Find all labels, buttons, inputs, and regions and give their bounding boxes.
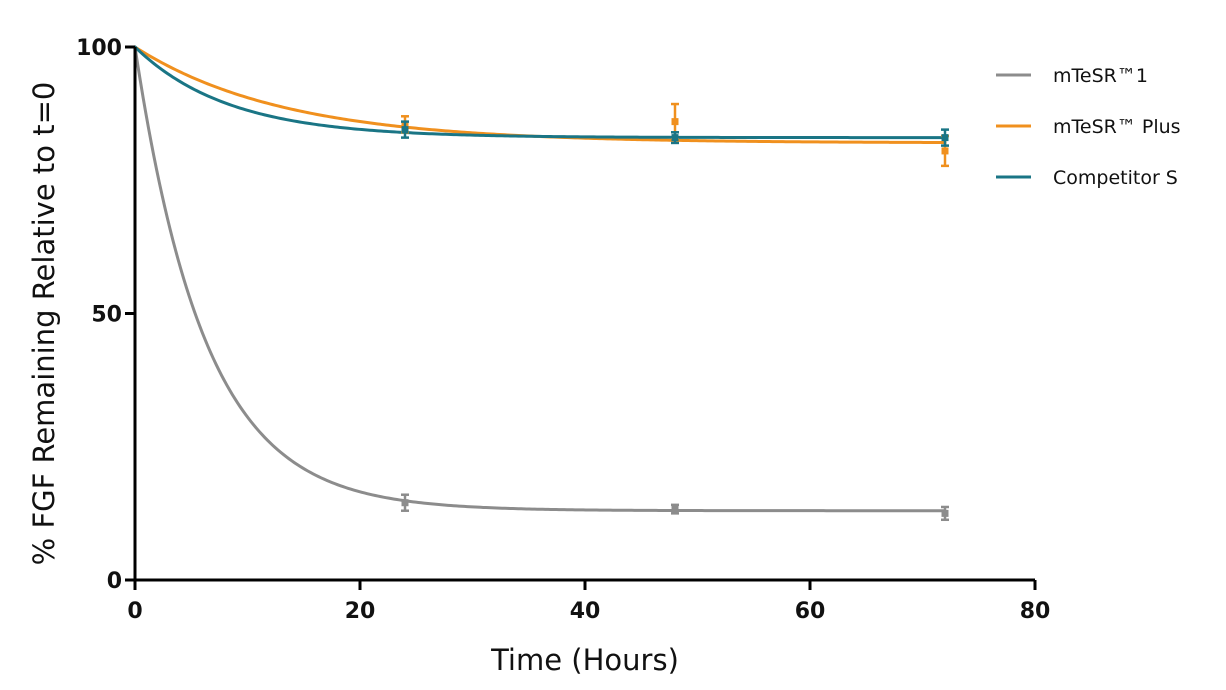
- legend-item: Competitor S: [996, 167, 1178, 189]
- series-curve: [133, 45, 947, 145]
- point-marker: [671, 118, 679, 126]
- y-tick-label: 50: [91, 303, 122, 328]
- data-point: [671, 131, 679, 145]
- data-point: [671, 503, 679, 515]
- ticks-layer: 0 20 40 60 80 0 50 100: [76, 36, 1050, 624]
- point-marker: [401, 126, 409, 134]
- data-point: [401, 120, 409, 139]
- legend-label: mTeSR™ Plus: [1053, 116, 1181, 138]
- point-marker: [941, 134, 949, 142]
- y-tick-label: 0: [107, 569, 122, 594]
- series-curve: [133, 45, 947, 140]
- y-axis-title: % FGF Remaining Relative to t=0: [27, 82, 61, 566]
- y-tick-label: 100: [76, 36, 122, 61]
- x-axis-title: Time (Hours): [490, 643, 679, 677]
- legend-label: mTeSR™1: [1053, 65, 1148, 87]
- legend: mTeSR™1 mTeSR™ Plus Competitor S: [996, 65, 1181, 189]
- x-tick-label: 20: [345, 599, 376, 624]
- axes-layer: [133, 47, 1035, 582]
- point-marker: [941, 509, 949, 517]
- x-tick-label: 0: [127, 599, 142, 624]
- x-tick-label: 60: [795, 599, 826, 624]
- curves-layer: [133, 45, 947, 513]
- legend-label: Competitor S: [1053, 167, 1178, 189]
- x-tick-label: 40: [570, 599, 601, 624]
- point-marker: [401, 499, 409, 507]
- data-point: [941, 128, 949, 147]
- point-marker: [671, 505, 679, 513]
- data-point: [401, 493, 409, 512]
- point-marker: [671, 134, 679, 142]
- x-tick-label: 80: [1020, 599, 1051, 624]
- series-curve: [133, 45, 947, 513]
- legend-item: mTeSR™1: [996, 65, 1148, 87]
- point-marker: [941, 147, 949, 155]
- legend-item: mTeSR™ Plus: [996, 116, 1181, 138]
- points-layer: [401, 102, 949, 522]
- data-point: [941, 505, 949, 522]
